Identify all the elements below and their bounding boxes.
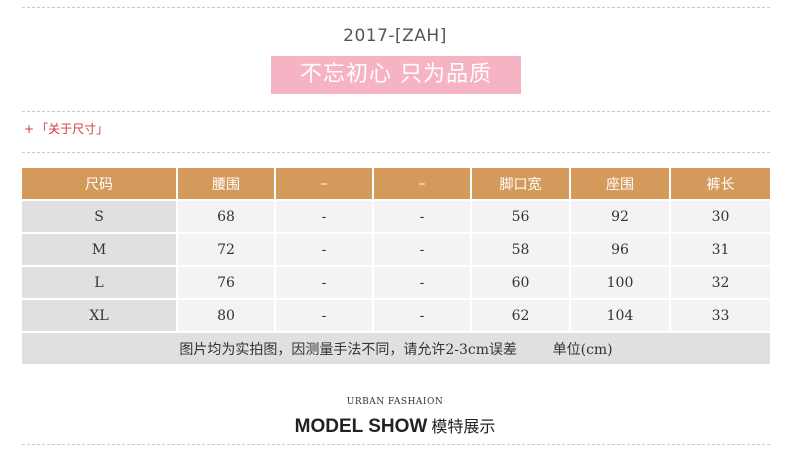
column-header: 裤长 [670, 168, 770, 201]
table-cell: 76 [177, 266, 276, 300]
table-cell: 96 [570, 233, 671, 267]
table-cell: 58 [471, 233, 571, 267]
column-header: 尺码 [22, 168, 178, 201]
measurement-note: 图片均为实拍图，因测量手法不同，请允许2-3cm误差 单位(cm) [22, 332, 770, 366]
bottom-divider [22, 444, 770, 445]
column-header: – [275, 168, 374, 201]
size-cell: XL [22, 299, 178, 333]
table-cell: 72 [177, 233, 276, 267]
brand-title: 2017-[ZAH] [343, 26, 447, 46]
size-table: 尺码 腰围 – – 脚口宽 座围 裤长 S 68 - - 56 92 30 M … [22, 168, 770, 366]
size-cell: L [22, 266, 178, 300]
table-note-row: 图片均为实拍图，因测量手法不同，请允许2-3cm误差 单位(cm) [22, 332, 770, 366]
section-divider-lower [22, 152, 770, 153]
size-section-text: 「关于尺寸」 [36, 122, 109, 136]
table-cell: 104 [570, 299, 671, 333]
size-section-label: + 「关于尺寸」 [24, 120, 108, 137]
column-header: – [373, 168, 472, 201]
table-cell: - [275, 233, 374, 267]
footer-title-en: MODEL SHOW [294, 416, 428, 437]
table-row: XL 80 - - 62 104 33 [22, 299, 770, 333]
table-cell: 80 [177, 299, 276, 333]
slogan-banner: 不忘初心 只为品质 [271, 56, 521, 94]
size-cell: M [22, 233, 178, 267]
table-cell: - [275, 200, 374, 234]
table-cell: 60 [471, 266, 571, 300]
footer-title: MODEL SHOW 模特展示 [0, 413, 790, 438]
plus-icon: + [24, 122, 35, 136]
table-header-row: 尺码 腰围 – – 脚口宽 座围 裤长 [22, 168, 770, 201]
footer-title-cn: 模特展示 [431, 417, 496, 436]
table-row: M 72 - - 58 96 31 [22, 233, 770, 267]
size-cell: S [22, 200, 178, 234]
table-row: L 76 - - 60 100 32 [22, 266, 770, 300]
table-cell: 56 [471, 200, 571, 234]
top-divider [22, 7, 770, 8]
table-cell: 100 [570, 266, 671, 300]
table-cell: - [373, 200, 472, 234]
table-cell: 30 [670, 200, 770, 234]
table-cell: 33 [670, 299, 770, 333]
table-cell: - [373, 266, 472, 300]
table-cell: - [373, 233, 472, 267]
table-row: S 68 - - 56 92 30 [22, 200, 770, 234]
table-cell: 62 [471, 299, 571, 333]
column-header: 脚口宽 [471, 168, 571, 201]
column-header: 座围 [570, 168, 671, 201]
table-cell: - [275, 266, 374, 300]
section-divider [22, 111, 770, 112]
footer-subtitle: URBAN FASHAION [346, 397, 444, 407]
table-cell: 68 [177, 200, 276, 234]
table-cell: 92 [570, 200, 671, 234]
table-cell: 32 [670, 266, 770, 300]
column-header: 腰围 [177, 168, 276, 201]
table-cell: 31 [670, 233, 770, 267]
table-cell: - [275, 299, 374, 333]
table-cell: - [373, 299, 472, 333]
